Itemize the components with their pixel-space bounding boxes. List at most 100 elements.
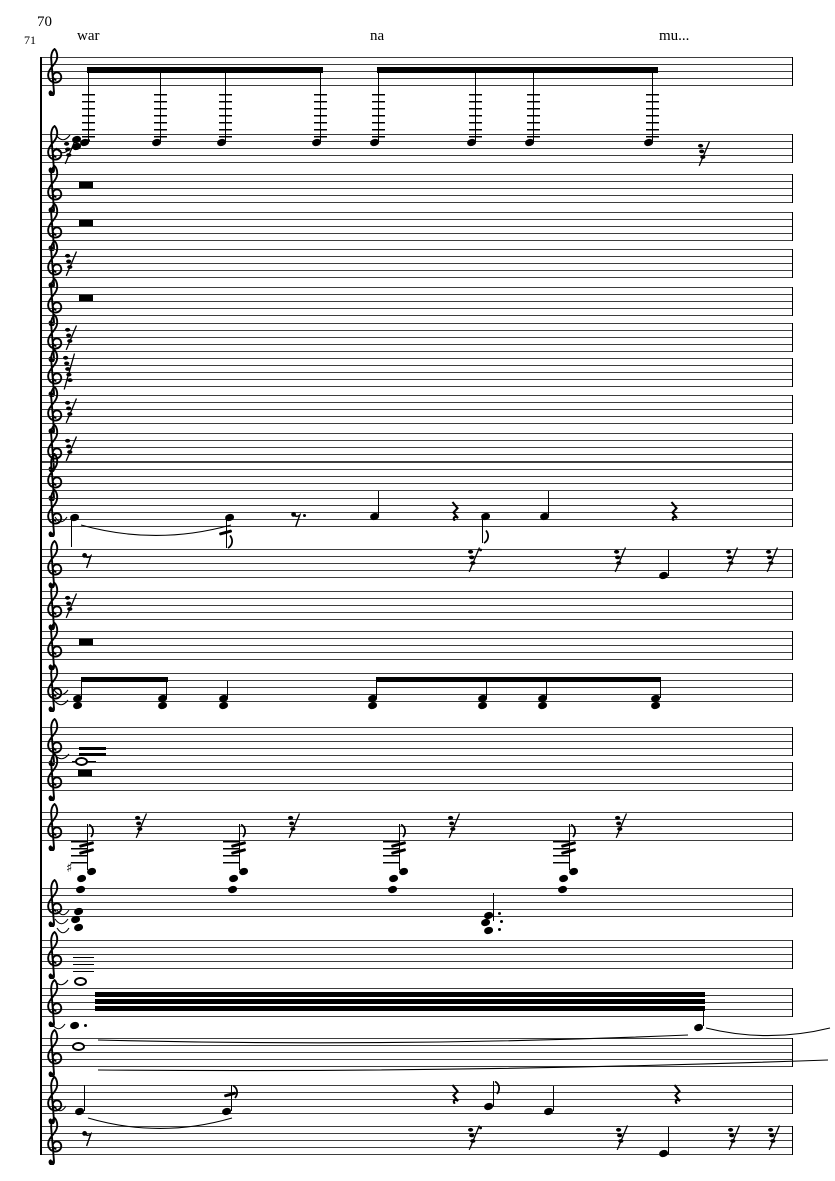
grace-arpeggio (65, 398, 78, 424)
grace-arpeggio (468, 1125, 482, 1151)
ledger-lines (154, 94, 167, 138)
beam (376, 677, 661, 682)
note-stem (226, 520, 228, 548)
lyric-mu: mu... (659, 28, 690, 44)
tie (53, 753, 70, 760)
staff-lines (40, 287, 793, 316)
eighth-rest (82, 553, 92, 569)
staff-lines (40, 591, 793, 620)
bar-number-70: 70 (37, 14, 52, 30)
system-barline (40, 57, 42, 1155)
staff-lines (40, 212, 793, 241)
beam (95, 992, 705, 997)
grace-arpeggio (468, 547, 482, 573)
whole-rest (79, 220, 93, 226)
treble-clef-icon (47, 489, 63, 537)
note-stem (546, 681, 548, 698)
notehead (367, 700, 378, 710)
notehead (157, 700, 168, 710)
note-stem (81, 681, 83, 698)
staff-lines (40, 549, 793, 578)
staff-lines (40, 631, 793, 660)
eighth-flag (483, 530, 489, 544)
staff-lines (40, 498, 793, 527)
barline (791, 358, 793, 387)
note-stem (552, 1086, 554, 1111)
barline (791, 673, 793, 702)
barline (791, 498, 793, 527)
staff-lines (40, 395, 793, 424)
grace-arpeggio (766, 547, 779, 573)
augmentation-dot (87, 139, 91, 143)
note-stem (703, 1009, 705, 1026)
whole-note (72, 1042, 85, 1051)
ledger-line (73, 957, 94, 959)
note-stem (493, 893, 495, 921)
barline (791, 888, 793, 917)
ledger-lines (383, 841, 400, 864)
notehead (76, 873, 87, 883)
staff-lines (40, 727, 793, 756)
whole-rest (79, 182, 93, 188)
staff-lines (40, 812, 793, 841)
eighth-flag (494, 1081, 500, 1095)
note-stem (668, 1127, 670, 1154)
notehead (483, 925, 494, 935)
grace-arpeggio (615, 813, 628, 839)
treble-clef-icon (47, 540, 63, 588)
notehead (650, 700, 661, 710)
treble-clef-icon (47, 1117, 63, 1165)
note-stem (492, 1081, 494, 1106)
notehead (228, 873, 239, 883)
notehead (69, 1020, 80, 1030)
note-stem (227, 681, 229, 698)
staff-lines (40, 174, 793, 203)
grace-arpeggio (288, 813, 301, 839)
beam (87, 67, 323, 73)
treble-clef-icon (47, 664, 63, 712)
barline (791, 727, 793, 756)
eighth-rest (291, 512, 301, 528)
ledger-lines (527, 94, 540, 138)
grace-arpeggio (616, 1125, 629, 1151)
barline (791, 1085, 793, 1114)
bar-number-71: 71 (24, 33, 36, 47)
barline (791, 762, 793, 791)
quarter-rest (673, 1084, 681, 1104)
sharp-accidental: ♯ (66, 861, 73, 876)
grace-arpeggio (65, 436, 78, 462)
barline (791, 462, 793, 491)
grace-arpeggio (135, 813, 148, 839)
ledger-lines (219, 94, 232, 138)
tie (80, 524, 232, 536)
whole-rest (78, 770, 92, 776)
barline (791, 287, 793, 316)
barline (791, 57, 793, 86)
barline (791, 249, 793, 278)
augmentation-dot (500, 920, 504, 924)
barline (791, 433, 793, 462)
tie (54, 516, 68, 523)
barline (791, 174, 793, 203)
quarter-rest (451, 1084, 459, 1104)
notehead (537, 700, 548, 710)
eighth-flag (232, 1085, 238, 1099)
lyric-war: war (77, 28, 100, 44)
eighth-flag (227, 535, 233, 549)
lyric-na: na (370, 28, 385, 44)
note-stem (482, 519, 484, 543)
beam (377, 67, 658, 73)
barline (791, 812, 793, 841)
barline (791, 212, 793, 241)
augmentation-dot (84, 1024, 88, 1028)
notehead (480, 917, 491, 927)
barline (791, 549, 793, 578)
ledger-line (73, 964, 94, 966)
quarter-rest (670, 501, 678, 521)
note-stem (659, 681, 661, 698)
barline (791, 988, 793, 1017)
augmentation-dot (303, 514, 307, 518)
barline (791, 395, 793, 424)
treble-clef-icon (47, 48, 63, 96)
